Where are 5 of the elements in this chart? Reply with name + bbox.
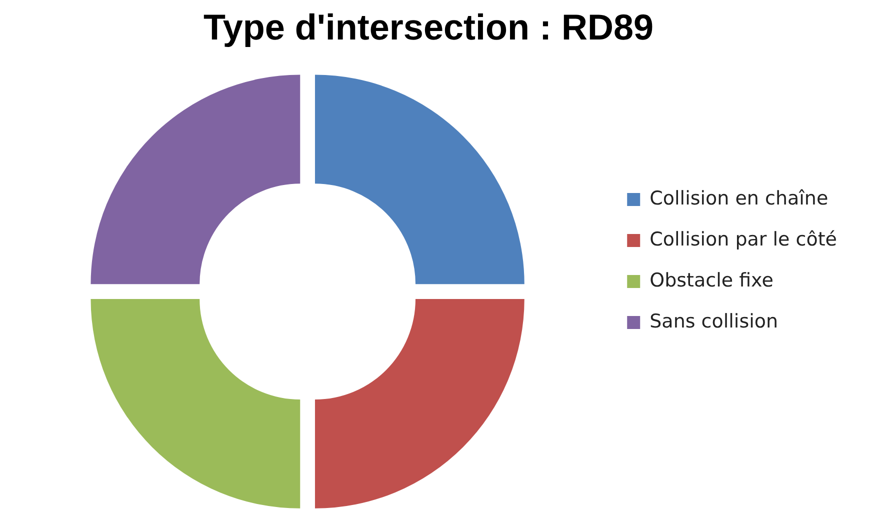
legend-label: Sans collision (650, 310, 778, 332)
legend-label: Collision par le côté (650, 228, 838, 250)
chart-title: Type d'intersection : RD89 (204, 6, 654, 48)
legend-label: Obstacle fixe (650, 269, 774, 292)
legend-label: Collision en chaîne (650, 187, 828, 210)
